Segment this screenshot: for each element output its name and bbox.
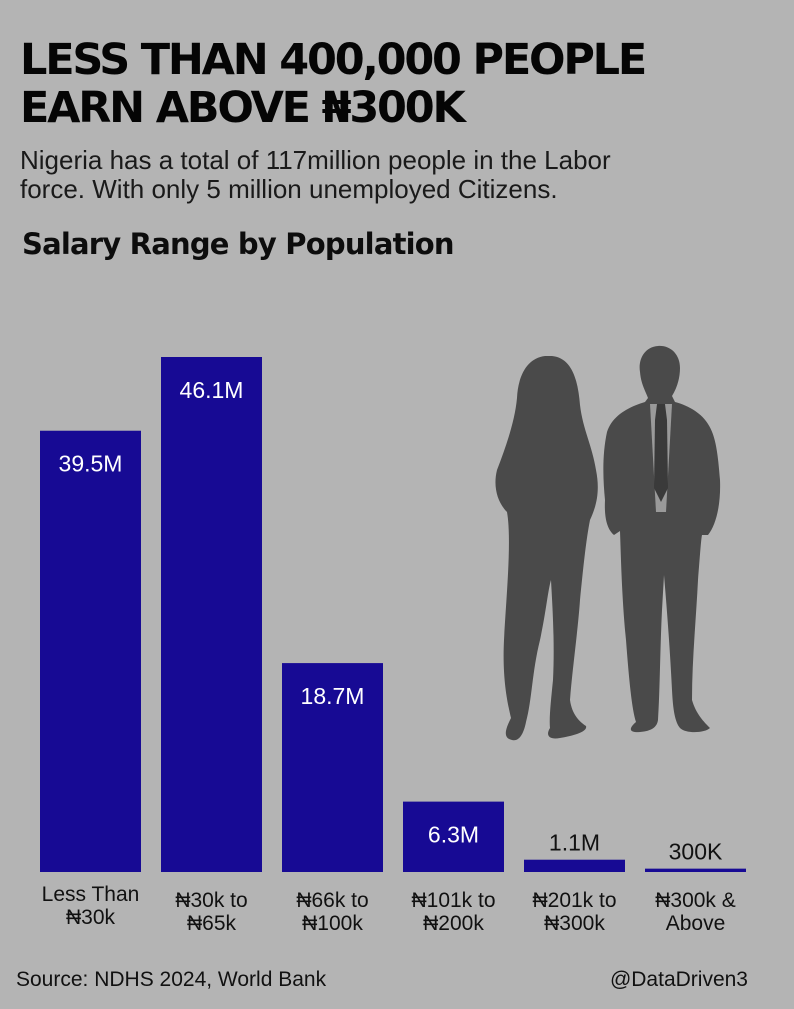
bar-value-label: 6.3M (428, 822, 479, 848)
bar-5 (524, 859, 625, 872)
bar-value-label: 300K (669, 839, 723, 865)
category-label: ₦30k to ₦65k (175, 889, 247, 935)
category-label: ₦201k to ₦300k (532, 889, 616, 935)
bar-6 (645, 868, 746, 872)
author-handle: @DataDriven3 (609, 968, 748, 991)
bar-value-label: 39.5M (59, 451, 123, 477)
category-label: Less Than ₦30k (42, 883, 140, 929)
bar-value-label: 18.7M (301, 683, 365, 709)
chart-title: Salary Range by Population (22, 227, 455, 261)
category-label: ₦101k to ₦200k (411, 889, 495, 935)
title-line-2: EARN ABOVE ₦300K (20, 83, 466, 133)
category-label: ₦66k to ₦100k (296, 889, 368, 935)
bar-1 (40, 430, 141, 872)
subtitle-line-1: Nigeria has a total of 117million people… (20, 145, 611, 175)
bar-2 (161, 357, 262, 872)
source-note: Source: NDHS 2024, World Bank (16, 968, 327, 991)
bar-value-label: 1.1M (549, 830, 600, 856)
subtitle: Nigeria has a total of 117million people… (20, 146, 720, 204)
title-line-1: LESS THAN 400,000 PEOPLE (20, 35, 647, 85)
bar-3 (282, 663, 383, 872)
subtitle-line-2: force. With only 5 million unemployed Ci… (20, 174, 558, 204)
bar-4 (403, 801, 504, 872)
woman-silhouette-icon (495, 356, 598, 741)
bar-value-label: 46.1M (180, 377, 244, 403)
bar-group: 39.5M Less Than ₦30k 46.1M ₦30k to ₦65k 18.7M ₦… (40, 357, 746, 935)
category-label: ₦300k & Above (655, 889, 736, 935)
man-silhouette-icon (603, 345, 721, 733)
people-silhouette-icon (495, 345, 721, 741)
page-title: LESS THAN 400,000 PEOPLE EARN ABOVE ₦300… (20, 36, 780, 132)
